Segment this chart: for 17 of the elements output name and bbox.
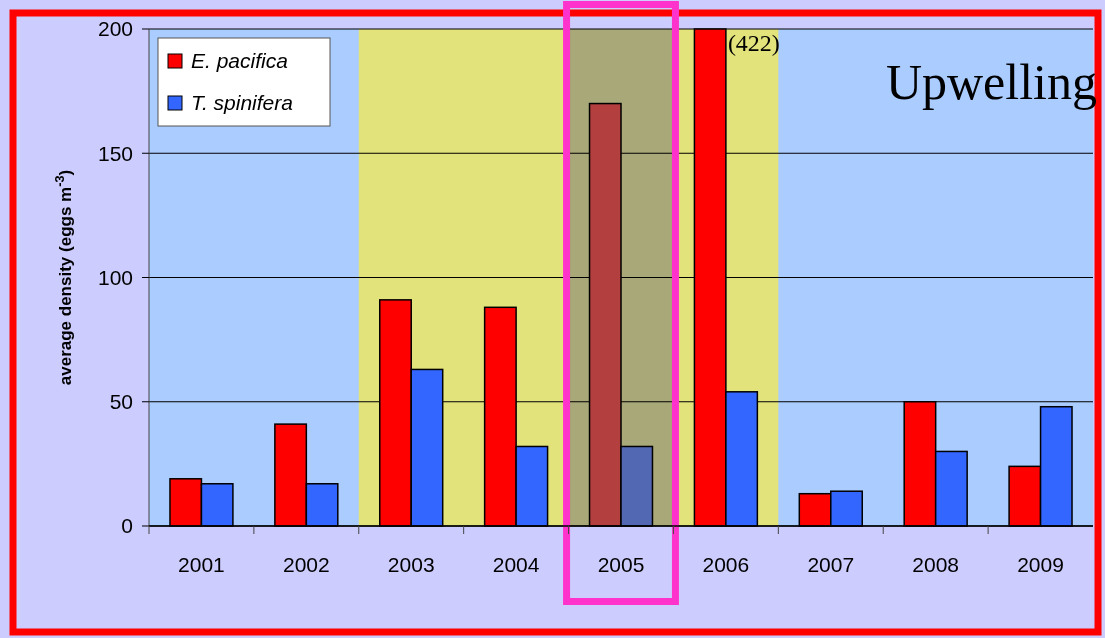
x-tick-label: 2007 xyxy=(807,553,855,576)
x-tick-label: 2009 xyxy=(1017,553,1064,576)
x-tick-label: 2006 xyxy=(702,553,750,576)
legend-label: E. pacifica xyxy=(191,49,288,73)
annotation: (422) xyxy=(727,30,780,56)
x-tick-label: 2008 xyxy=(912,553,960,576)
x-tick-label: 2002 xyxy=(282,553,330,576)
y-tick-label: 0 xyxy=(121,514,133,538)
y-tick-label: 200 xyxy=(97,17,133,41)
x-tick-label: 2003 xyxy=(387,553,435,576)
x-tick-label: 2001 xyxy=(178,553,225,576)
y-tick-label: 50 xyxy=(109,390,133,414)
x-tick-label: 2004 xyxy=(492,553,540,576)
x-tick-label: 2005 xyxy=(597,553,645,576)
y-tick-label: 150 xyxy=(97,141,133,165)
legend-label: T. spinifera xyxy=(191,91,293,115)
y-tick-label: 100 xyxy=(97,265,133,289)
